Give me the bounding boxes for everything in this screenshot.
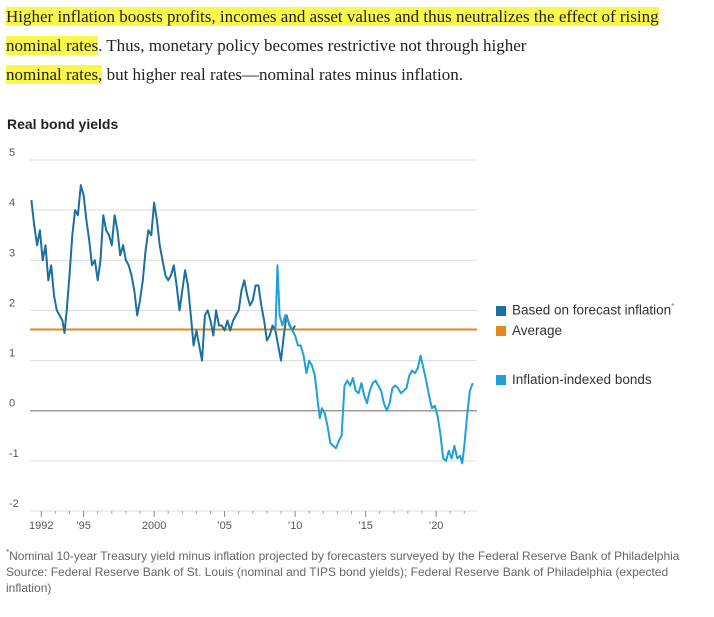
legend-average-label: Average — [512, 323, 563, 338]
x-tick-label: 2000 — [142, 520, 166, 532]
legend-forecast: Based on forecast inflation* — [496, 302, 674, 318]
article-quote: Higher inflation boosts profits, incomes… — [6, 2, 706, 89]
x-tick-label: ’95 — [76, 520, 91, 532]
quote-text-1: . — [98, 36, 103, 55]
footnote-text: Nominal 10-year Treasury yield minus inf… — [9, 549, 680, 563]
quote-text-3: but higher real rates—nominal rates minu… — [102, 65, 463, 84]
y-tick-label: 5 — [9, 147, 15, 159]
legend-tips-label: Inflation-indexed bonds — [512, 372, 652, 387]
y-tick-label: 3 — [9, 247, 15, 259]
series-forecast-line — [30, 184, 296, 362]
y-tick-label: 4 — [9, 197, 15, 209]
footnote: *Nominal 10-year Treasury yield minus in… — [6, 545, 706, 564]
legend-tips-swatch — [496, 375, 506, 385]
legend-average-swatch — [496, 326, 506, 336]
series-tips-line — [274, 264, 474, 465]
x-tick-label: ’10 — [288, 520, 303, 532]
footnote-marker: * — [6, 548, 10, 557]
x-tick-label: ’20 — [429, 520, 444, 532]
legend-average: Average — [496, 323, 562, 338]
quote-highlight-2: nominal rates, — [6, 65, 103, 84]
x-tick-label: ’15 — [358, 520, 373, 532]
y-tick-label: -2 — [9, 498, 19, 510]
legend-forecast-swatch — [496, 305, 506, 316]
y-tick-label: -1 — [9, 448, 19, 460]
quote-text-2: Thus, monetary policy becomes restrictiv… — [102, 36, 527, 55]
y-tick-label: 2 — [9, 297, 15, 309]
x-tick-label: ’05 — [217, 520, 232, 532]
x-tick-label: 1992 — [29, 520, 53, 532]
legend-tips: Inflation-indexed bonds — [496, 372, 652, 387]
y-tick-label: 1 — [9, 348, 15, 360]
legend-forecast-label: Based on forecast inflation — [512, 302, 672, 318]
y-tick-label: 0 — [9, 398, 15, 410]
legend-forecast-marker: * — [671, 302, 675, 311]
source-note: Source: Federal Reserve Bank of St. Loui… — [6, 565, 669, 595]
chart-title: Real bond yields — [7, 116, 119, 132]
chart-notes: *Nominal 10-year Treasury yield minus in… — [6, 545, 706, 596]
